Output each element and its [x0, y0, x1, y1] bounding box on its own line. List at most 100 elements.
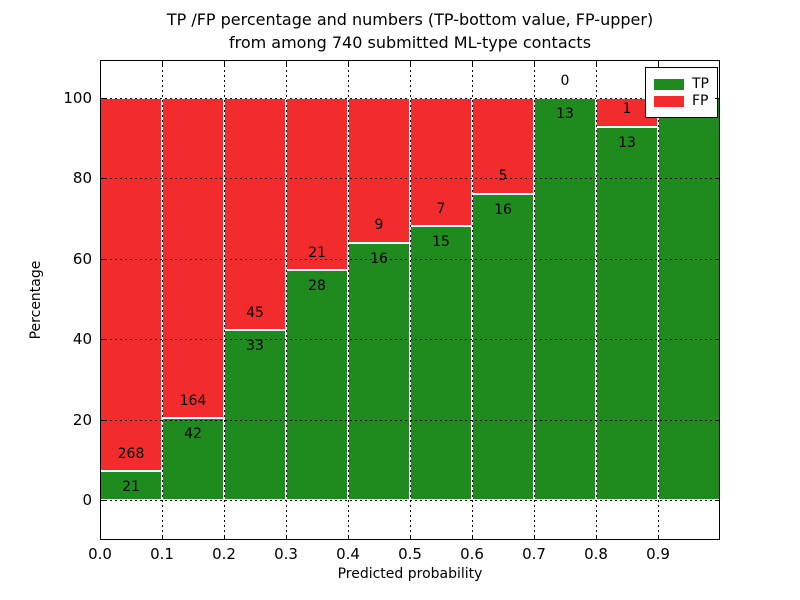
gridline-v-6 [471, 60, 473, 540]
x-tick-label-0.0: 0.0 [88, 545, 112, 563]
bar-segment-tp-3 [286, 270, 348, 500]
tp-count-label-6: 16 [494, 201, 512, 218]
y-axis-label: Percentage [28, 260, 44, 340]
x-tickmark-bottom-9 [658, 535, 659, 540]
y-tick-label-20: 20 [72, 410, 92, 429]
bar-segment-tp-7 [534, 98, 596, 500]
legend-swatch-tp [654, 78, 684, 90]
bar-segment-fp-0 [100, 98, 162, 471]
x-tick-label-0.5: 0.5 [398, 545, 422, 563]
fp-count-label-3: 21 [308, 244, 326, 261]
bar-segment-tp-5 [410, 225, 472, 500]
x-tick-label-0.8: 0.8 [584, 545, 608, 563]
fp-count-label-1: 164 [179, 392, 207, 409]
x-tickmark-bottom-5 [410, 535, 411, 540]
y-tickmark-left-60 [100, 258, 105, 260]
x-tickmark-bottom-0 [100, 535, 101, 540]
y-tickmark-right-60 [715, 258, 720, 260]
legend-swatch-fp [654, 95, 684, 107]
x-tickmark-top-9 [658, 60, 659, 65]
bar-segment-fp-4 [348, 98, 410, 243]
x-tickmark-bottom-2 [224, 535, 225, 540]
x-tick-label-0.7: 0.7 [522, 545, 546, 563]
fp-count-label-8: 1 [622, 101, 632, 118]
plot-area: 212684216433452821169157165130131230 TPF… [100, 60, 720, 540]
x-tickmark-top-0 [100, 60, 101, 65]
y-tickmark-left-40 [100, 339, 105, 341]
fp-count-label-2: 45 [246, 304, 264, 321]
bar-segment-fp-3 [286, 98, 348, 271]
gridline-v-1 [161, 60, 163, 540]
bar-segment-tp-4 [348, 242, 410, 500]
gridline-v-5 [409, 60, 411, 540]
bar-segment-fp-2 [224, 98, 286, 330]
x-tickmark-top-8 [596, 60, 597, 65]
x-tickmark-top-7 [534, 60, 535, 65]
y-tickmark-left-0 [100, 500, 105, 501]
tp-count-label-3: 28 [308, 278, 326, 295]
legend-row-tp: TP [654, 77, 709, 91]
gridline-v-3 [285, 60, 287, 540]
gridline-v-2 [223, 60, 225, 540]
x-tick-label-0.6: 0.6 [460, 545, 484, 563]
tp-count-label-7: 13 [556, 106, 574, 123]
fp-count-label-0: 268 [117, 445, 145, 462]
x-tickmark-bottom-7 [534, 535, 535, 540]
x-tickmark-top-10 [719, 60, 720, 65]
x-tickmark-top-2 [224, 60, 225, 65]
bar-segment-tp-9 [658, 98, 720, 500]
gridline-v-9 [657, 60, 659, 540]
y-tickmark-left-100 [100, 98, 105, 99]
y-tickmark-right-80 [715, 178, 720, 180]
tp-count-label-1: 42 [184, 426, 202, 443]
x-tickmark-bottom-6 [472, 535, 473, 540]
fp-count-label-4: 9 [374, 217, 384, 234]
x-tickmark-bottom-3 [286, 535, 287, 540]
x-tickmark-top-4 [348, 60, 349, 65]
x-tickmark-bottom-10 [719, 535, 720, 540]
bar-segment-fp-6 [472, 98, 534, 194]
x-tick-label-0.2: 0.2 [212, 545, 236, 563]
legend-row-fp: FP [654, 94, 709, 108]
fp-count-label-5: 7 [436, 200, 446, 217]
y-tick-label-40: 40 [72, 330, 92, 349]
legend-label-tp: TP [692, 76, 709, 92]
gridline-v-8 [595, 60, 597, 540]
y-tickmark-right-0 [715, 500, 720, 501]
x-tickmark-bottom-4 [348, 535, 349, 540]
x-tickmark-bottom-8 [596, 535, 597, 540]
tp-count-label-5: 15 [432, 233, 450, 250]
y-tick-label-100: 100 [63, 89, 92, 107]
x-tickmark-top-6 [472, 60, 473, 65]
bar-segment-tp-8 [596, 126, 658, 500]
y-tickmark-right-100 [715, 98, 720, 99]
tp-count-label-0: 21 [122, 478, 140, 495]
bars-layer [100, 60, 720, 540]
y-tickmark-right-40 [715, 339, 720, 341]
bar-segment-fp-5 [410, 98, 472, 226]
x-tick-label-0.4: 0.4 [336, 545, 360, 563]
chart-title-line2: from among 740 submitted ML-type contact… [228, 33, 592, 52]
y-tickmark-left-20 [100, 419, 105, 421]
bar-segment-tp-2 [224, 329, 286, 500]
bar-segment-tp-6 [472, 193, 534, 500]
x-tickmark-top-5 [410, 60, 411, 65]
x-tickmark-bottom-1 [162, 535, 163, 540]
gridline-v-7 [533, 60, 535, 540]
y-tick-label-80: 80 [72, 169, 92, 188]
grid-layer [100, 60, 720, 540]
tp-count-label-4: 16 [370, 250, 388, 267]
tp-count-label-8: 13 [618, 134, 636, 151]
chart-title: TP /FP percentage and numbers (TP-bottom… [100, 8, 720, 54]
x-tick-label-0.3: 0.3 [274, 545, 298, 563]
x-tick-label-0.1: 0.1 [150, 545, 174, 563]
y-tick-label-0: 0 [82, 491, 92, 509]
x-axis-label: Predicted probability [337, 566, 483, 582]
x-tickmark-top-1 [162, 60, 163, 65]
x-tick-label-0.9: 0.9 [646, 545, 670, 563]
legend-label-fp: FP [692, 93, 709, 109]
bar-segment-fp-1 [162, 98, 224, 419]
y-tick-label-60: 60 [72, 249, 92, 268]
fp-count-label-7: 0 [560, 72, 570, 89]
